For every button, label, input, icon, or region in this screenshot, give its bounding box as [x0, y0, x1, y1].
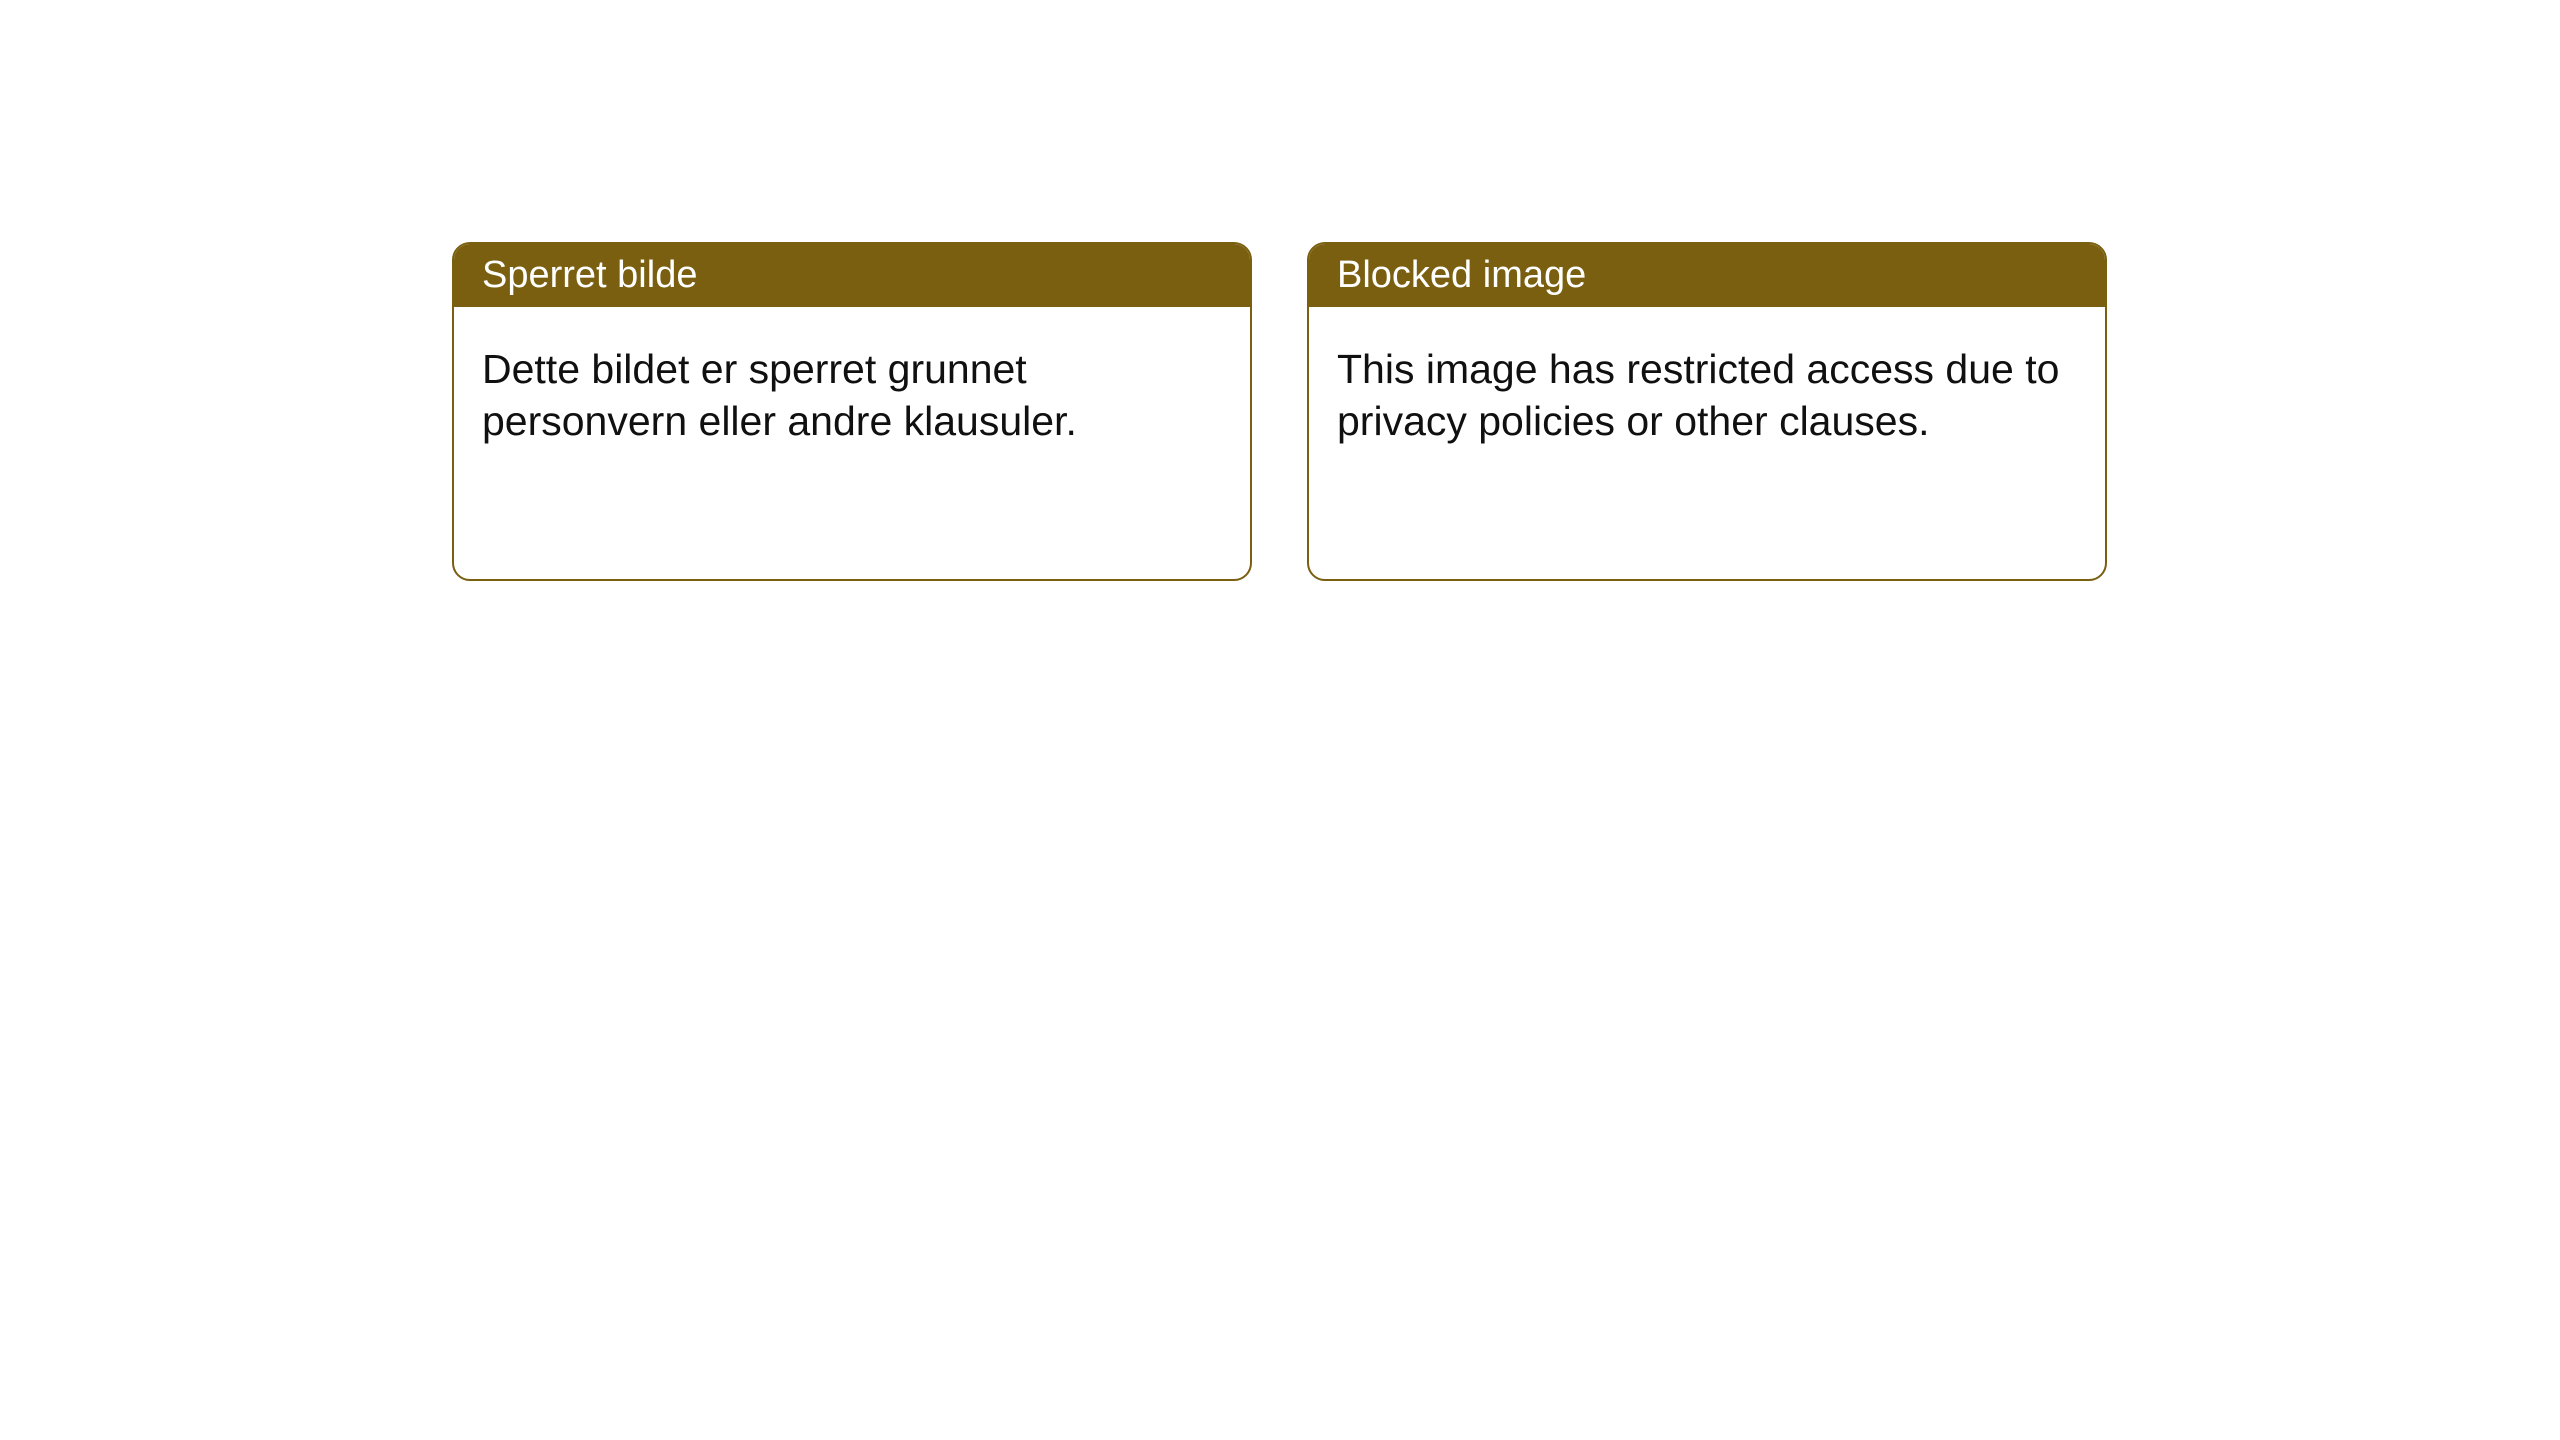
notice-body-norwegian: Dette bildet er sperret grunnet personve… [454, 307, 1250, 579]
notice-header-english: Blocked image [1309, 244, 2105, 307]
notice-title-english: Blocked image [1337, 254, 1586, 296]
notice-header-norwegian: Sperret bilde [454, 244, 1250, 307]
blocked-image-notices: Sperret bilde Dette bildet er sperret gr… [452, 242, 2107, 581]
notice-box-norwegian: Sperret bilde Dette bildet er sperret gr… [452, 242, 1252, 581]
notice-text-english: This image has restricted access due to … [1337, 346, 2059, 444]
notice-text-norwegian: Dette bildet er sperret grunnet personve… [482, 346, 1077, 444]
notice-box-english: Blocked image This image has restricted … [1307, 242, 2107, 581]
notice-body-english: This image has restricted access due to … [1309, 307, 2105, 579]
notice-title-norwegian: Sperret bilde [482, 254, 697, 296]
